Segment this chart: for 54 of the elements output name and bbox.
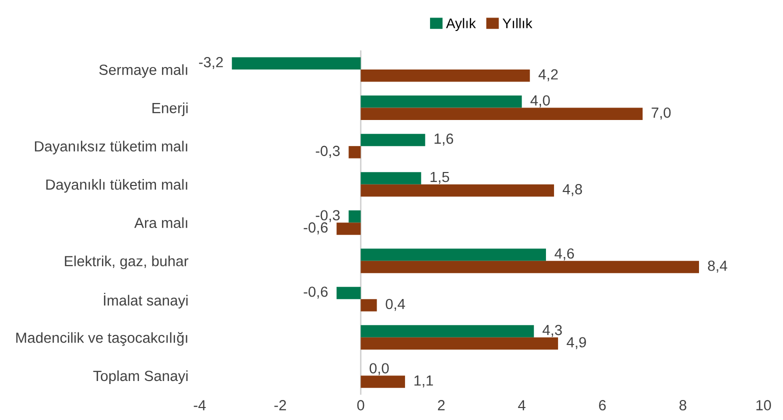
data-label: 1,6 xyxy=(434,134,454,146)
bar xyxy=(360,134,426,146)
data-label: 4,6 xyxy=(554,248,574,260)
data-label: -0,6 xyxy=(304,222,328,234)
bar xyxy=(360,96,522,108)
data-label: -0,3 xyxy=(316,210,340,222)
data-label: 1,1 xyxy=(414,376,433,388)
y-tick-label: Toplam Sanayi xyxy=(93,370,188,384)
bar xyxy=(360,108,643,120)
y-tick-label: Ara malı xyxy=(134,217,188,228)
legend-label: Yıllık xyxy=(502,18,532,28)
data-label: 7,0 xyxy=(652,108,671,120)
x-tick-label: 4 xyxy=(518,400,526,410)
bar xyxy=(348,146,361,158)
data-label: -3,2 xyxy=(199,57,223,70)
x-tick-label: 6 xyxy=(599,400,606,410)
data-label: -0,3 xyxy=(316,146,340,158)
bar xyxy=(348,210,361,223)
bar xyxy=(232,57,361,70)
x-tick-label: 0 xyxy=(357,400,364,410)
bar xyxy=(336,222,361,235)
x-tick-label: 10 xyxy=(756,400,771,410)
bar xyxy=(360,325,534,338)
y-tick-label: Madencilik ve taşocakcılığı xyxy=(16,332,188,346)
bar xyxy=(360,299,377,312)
data-label: 1,5 xyxy=(430,172,450,184)
data-label: 4,0 xyxy=(530,95,550,108)
data-label: 8,4 xyxy=(708,260,728,273)
x-tick-label: 2 xyxy=(438,400,445,410)
data-label: 4,3 xyxy=(542,324,562,337)
data-label: 0,0 xyxy=(370,363,389,376)
bar xyxy=(360,337,558,350)
y-tick-label: Elektrik, gaz, buhar xyxy=(64,256,188,270)
data-label: 4,2 xyxy=(538,69,558,82)
data-label: -0,6 xyxy=(304,286,328,299)
bar xyxy=(360,184,554,197)
data-label: 4,8 xyxy=(562,184,582,196)
data-label: 4,9 xyxy=(566,337,586,350)
bar xyxy=(336,286,361,300)
x-tick-label: -2 xyxy=(274,400,286,410)
bar xyxy=(360,172,422,184)
bar xyxy=(360,70,530,82)
x-tick-label: -4 xyxy=(194,400,206,410)
y-tick-label: Enerji xyxy=(152,102,188,116)
x-tick-label: 8 xyxy=(679,400,686,410)
y-tick-label: Sermaye malı xyxy=(99,64,188,78)
y-tick-label: Dayanıksız tüketim malı xyxy=(34,140,188,154)
y-tick-label: Dayanıklı tüketim malı xyxy=(46,179,188,193)
bar xyxy=(360,260,699,274)
bar xyxy=(360,248,546,261)
data-label: 0,4 xyxy=(386,298,406,311)
y-tick-label: İmalat sanayi xyxy=(104,292,188,308)
legend-label: Aylık xyxy=(446,18,476,32)
bar xyxy=(360,376,406,388)
